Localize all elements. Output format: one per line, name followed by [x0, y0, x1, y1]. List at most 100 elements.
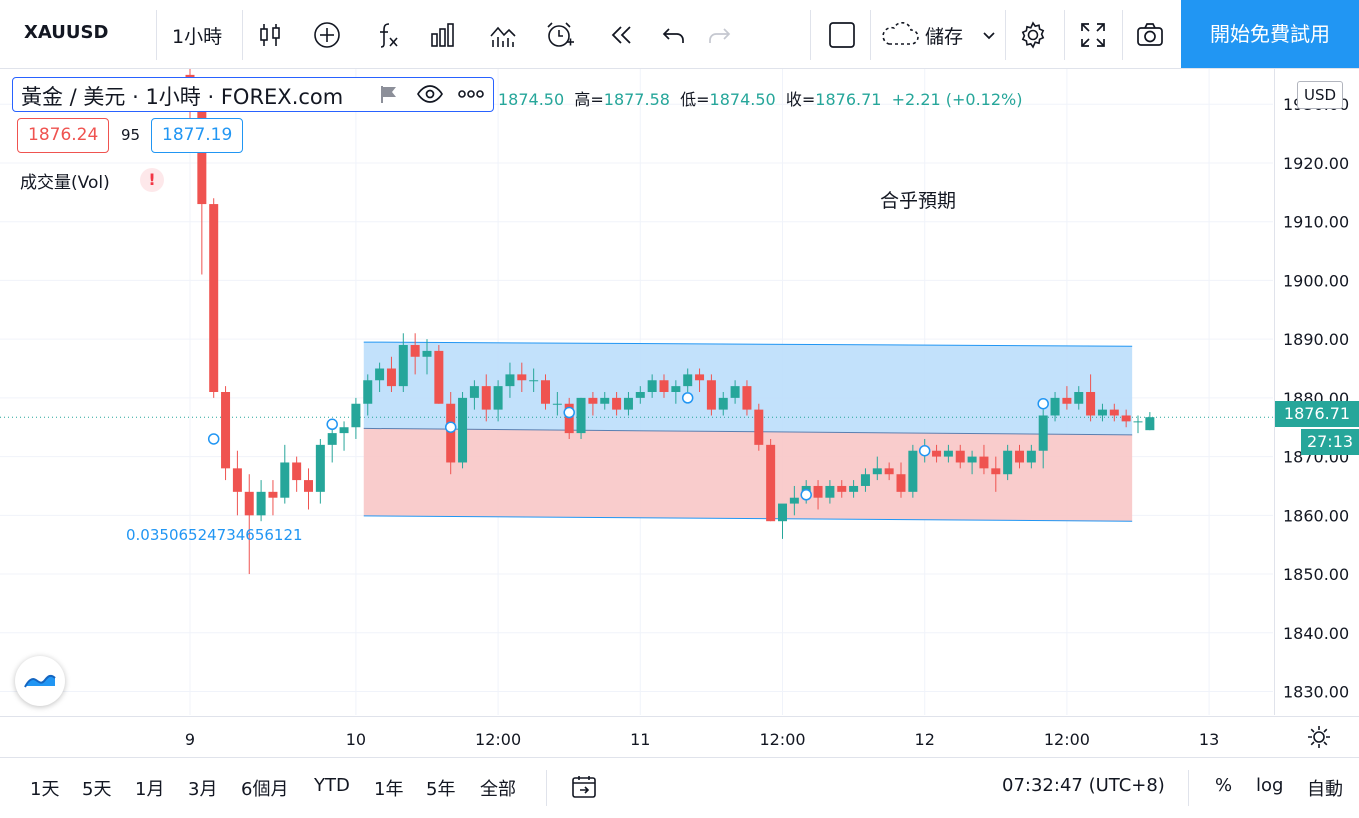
alert-icon[interactable]	[545, 20, 575, 50]
gear-icon[interactable]	[1018, 20, 1048, 50]
settings-sun-icon[interactable]	[1306, 724, 1332, 754]
top-toolbar: XAUUSD 1小時 儲存	[0, 0, 1359, 69]
warning-icon[interactable]: !	[140, 168, 164, 192]
drawing-handle	[444, 421, 457, 433]
flag-icon[interactable]	[379, 84, 399, 108]
candlestick-chart	[0, 69, 1352, 715]
candle-body	[778, 503, 787, 522]
high-value: 1877.58	[603, 90, 670, 109]
stop-line	[363, 515, 1133, 522]
candle-body	[375, 368, 385, 381]
candle-body	[209, 204, 219, 392]
go-to-date-icon[interactable]	[570, 773, 598, 805]
undo-icon[interactable]	[660, 20, 690, 50]
symbol-description: 黃金 / 美元 · 1小時 · FOREX.com	[21, 85, 344, 109]
time-tick-label: 12:00	[759, 730, 805, 749]
price-axis[interactable]: 1830.00 1840.00 1850.00 1860.00 1870.00 1880.…	[1274, 69, 1359, 715]
candles-icon[interactable]	[255, 20, 285, 50]
candle-body	[789, 497, 799, 504]
candle-body	[493, 386, 503, 410]
range-6m-button[interactable]: 6個月	[241, 779, 289, 800]
candle-body	[612, 397, 622, 410]
candle-body	[1097, 409, 1107, 416]
candle-body	[671, 386, 681, 392]
range-1d-button[interactable]: 1天	[30, 779, 60, 800]
candle-body	[932, 450, 942, 457]
clock-display[interactable]: 07:32:47 (UTC+8)	[1002, 775, 1165, 796]
range-5d-button[interactable]: 5天	[82, 779, 112, 800]
candle-body	[481, 386, 491, 410]
candle-body	[908, 450, 918, 492]
candle-body	[635, 392, 645, 398]
tradingview-logo-icon[interactable]	[15, 656, 65, 706]
last-price-label: 1876.71	[1275, 401, 1359, 427]
chart-annotation[interactable]: 合乎預期	[880, 190, 957, 212]
eye-icon[interactable]	[417, 83, 443, 109]
fx-icon[interactable]	[372, 20, 402, 50]
redo-icon[interactable]	[703, 20, 733, 50]
compare-icon[interactable]	[488, 20, 518, 50]
candle-body	[552, 403, 562, 405]
time-tick-label: 9	[185, 730, 195, 749]
more-options-icon[interactable]	[457, 85, 485, 107]
candle-body	[600, 397, 610, 404]
candle-body	[967, 456, 977, 463]
candle-body	[469, 386, 479, 398]
range-ytd-button[interactable]: YTD	[314, 775, 350, 796]
range-1m-button[interactable]: 1月	[135, 779, 165, 800]
symbol-legend[interactable]: 黃金 / 美元 · 1小時 · FOREX.com	[12, 77, 494, 112]
range-3m-button[interactable]: 3月	[188, 779, 218, 800]
candle-body	[837, 485, 847, 492]
sell-price-button[interactable]: 1876.24	[17, 118, 110, 153]
auto-scale-toggle[interactable]: 自動	[1307, 779, 1343, 800]
time-tick-label: 10	[346, 730, 366, 749]
candle-body	[955, 450, 965, 463]
price-tick-label: 1910.00	[1283, 213, 1349, 232]
cloud-save-icon[interactable]	[880, 20, 920, 50]
camera-icon[interactable]	[1135, 20, 1165, 50]
chart-pane[interactable]	[0, 69, 1352, 715]
time-tick-label: 12:00	[1044, 730, 1090, 749]
candle-body	[434, 350, 444, 404]
fullscreen-icon[interactable]	[1078, 20, 1108, 50]
drawing-handle	[918, 444, 931, 457]
drawing-handle	[207, 433, 220, 445]
add-indicator-icon[interactable]	[312, 20, 342, 50]
candle-body	[742, 386, 752, 410]
risk-reward-ratio-label: 0.03506524734656121	[126, 526, 303, 544]
bottom-toolbar: 1天 5天 1月 3月 6個月 YTD 1年 5年 全部 07:32:47 (U…	[0, 757, 1359, 818]
candle-body	[564, 403, 574, 434]
save-button[interactable]: 儲存	[925, 26, 964, 48]
candle-body	[446, 403, 456, 463]
candle-body	[458, 397, 468, 463]
candle-body	[1003, 450, 1013, 475]
currency-button[interactable]: USD	[1297, 81, 1344, 109]
candle-body	[304, 480, 313, 492]
candle-body	[1015, 450, 1024, 463]
free-trial-button[interactable]: 開始免費試用	[1181, 0, 1359, 68]
change-value: +2.21 (+0.12%)	[891, 90, 1023, 109]
spread-value: 95	[121, 126, 141, 144]
symbol-search[interactable]: XAUUSD	[24, 22, 109, 43]
bar-chart-icon[interactable]	[428, 20, 458, 50]
candle-body	[754, 409, 764, 445]
candle-body	[327, 433, 337, 445]
buy-price-button[interactable]: 1877.19	[151, 118, 244, 153]
range-all-button[interactable]: 全部	[480, 779, 516, 800]
chevron-down-icon[interactable]	[978, 20, 1000, 50]
percent-scale-toggle[interactable]: %	[1215, 775, 1233, 796]
replay-icon[interactable]	[606, 20, 636, 50]
candle-body	[623, 397, 633, 410]
layout-icon[interactable]	[827, 20, 857, 50]
log-scale-toggle[interactable]: log	[1256, 775, 1284, 796]
high-label: 高=	[574, 90, 604, 109]
candle-body	[1133, 421, 1143, 423]
range-5y-button[interactable]: 5年	[426, 779, 456, 800]
interval-selector[interactable]: 1小時	[172, 26, 223, 48]
candle-body	[872, 468, 882, 475]
volume-indicator-label[interactable]: 成交量(Vol)	[20, 173, 110, 193]
drawing-handle	[326, 418, 338, 431]
range-1y-button[interactable]: 1年	[374, 779, 404, 800]
